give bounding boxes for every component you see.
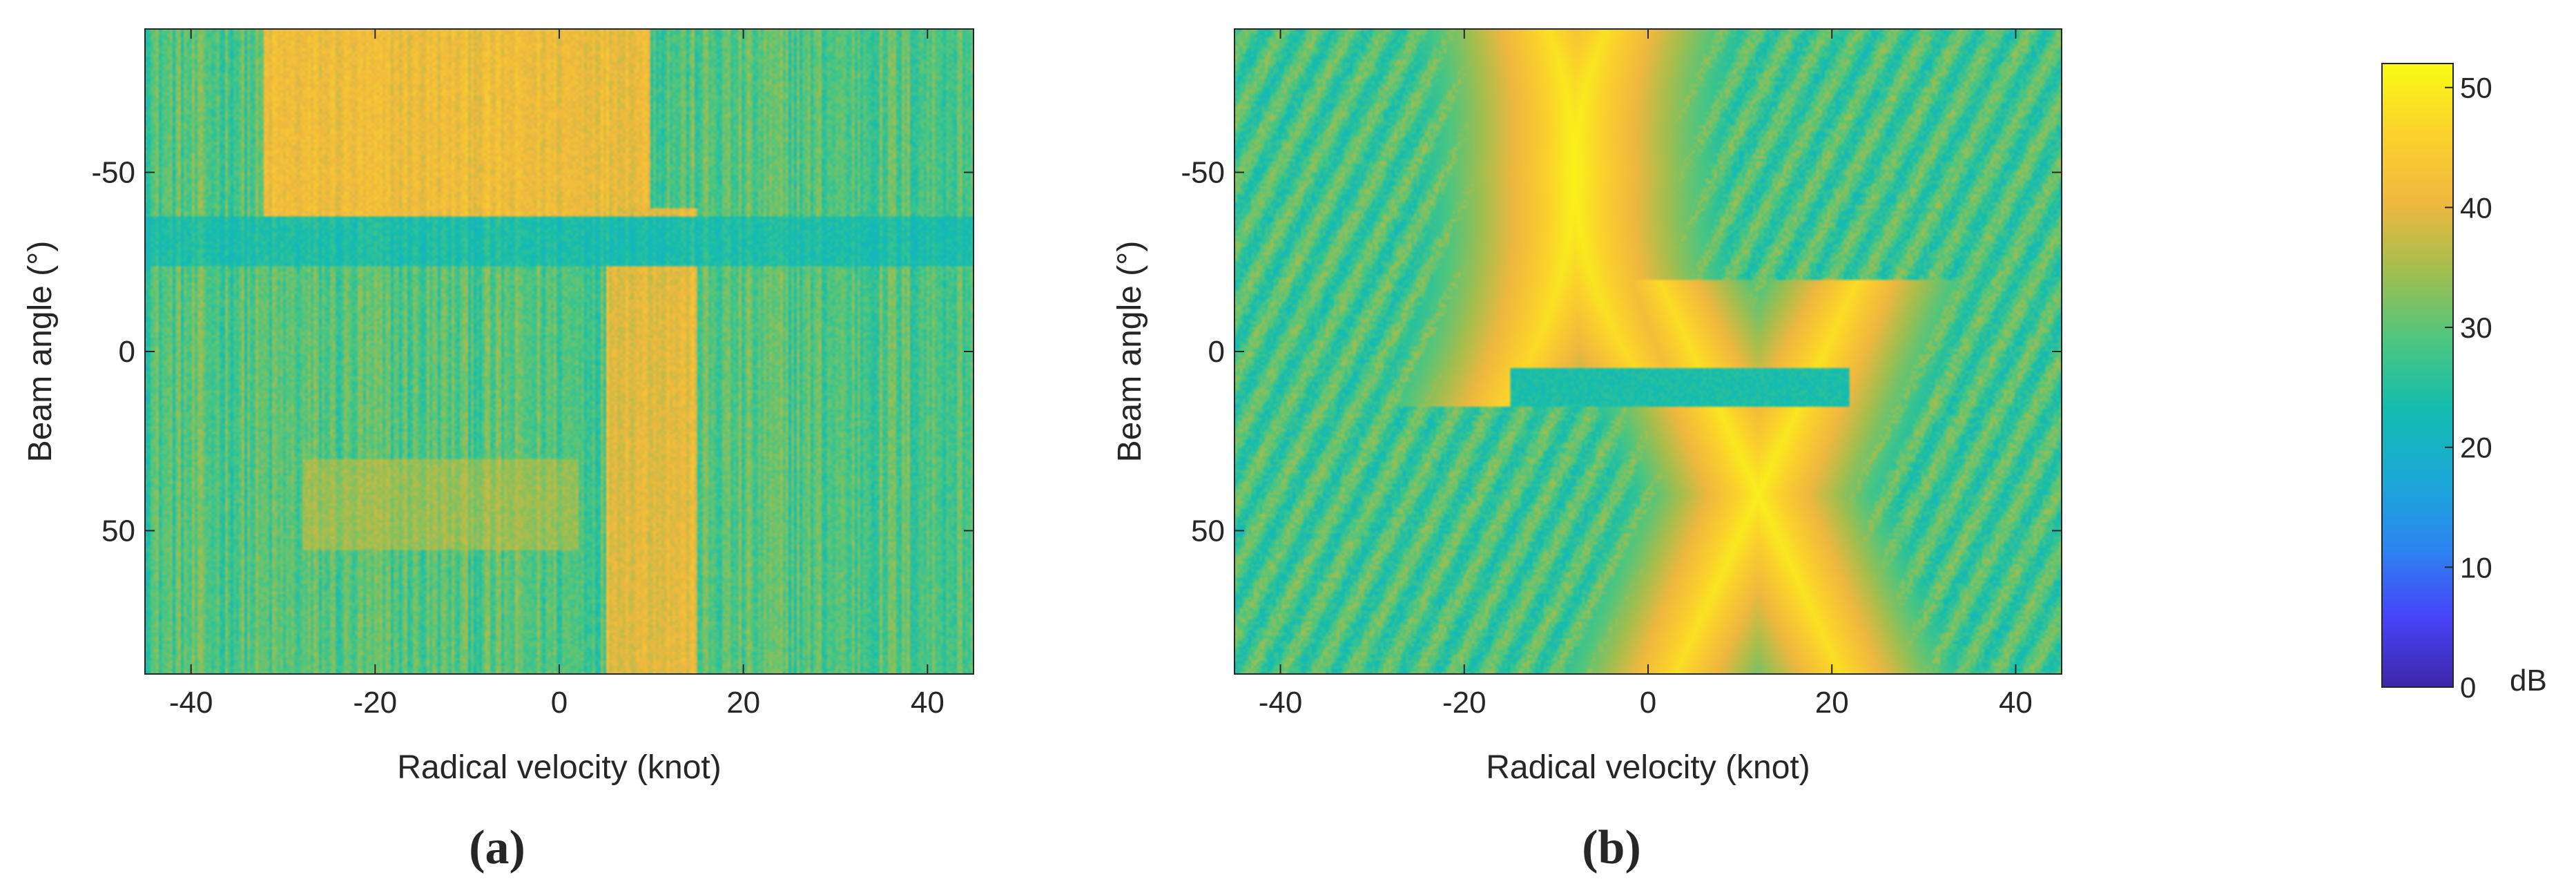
- colorbar-gradient: [2382, 64, 2453, 687]
- y-tick-label: 50: [1191, 514, 1225, 548]
- y-tick-label: 0: [1208, 335, 1225, 369]
- colorbar-unit-label: dB: [2510, 664, 2547, 697]
- axis-ticks-a: -40 -20 0 20 40 -50 0 50: [91, 29, 974, 720]
- x-axis-label-b: Radical velocity (knot): [1486, 749, 1810, 786]
- x-tick-label: -20: [354, 686, 398, 720]
- colorbar-tick-label: 20: [2460, 432, 2492, 464]
- heatmap-a: [145, 29, 974, 674]
- y-tick-label: -50: [91, 156, 135, 190]
- colorbar-tick-label: 0: [2460, 671, 2476, 704]
- x-tick-label: 40: [1999, 686, 2033, 720]
- colorbar: 0 10 20 30 40 50 dB: [2381, 63, 2547, 704]
- colorbar-tick-label: 10: [2460, 551, 2492, 584]
- panel-a: -40 -20 0 20 40 -50 0 50 Radical velocity (knot…: [22, 28, 974, 874]
- colorbar-tick-label: 30: [2460, 311, 2492, 344]
- x-tick-label: -20: [1442, 686, 1486, 720]
- x-tick-label: 20: [1815, 686, 1849, 720]
- x-tick-label: 40: [911, 686, 945, 720]
- heatmap-b: [1234, 29, 2062, 674]
- x-tick-label: 0: [1640, 686, 1656, 720]
- x-tick-label: 20: [726, 686, 760, 720]
- colorbar-tick-label: 40: [2460, 191, 2492, 224]
- colorbar-frame: [2381, 63, 2454, 688]
- colorbar-tick-label: 50: [2460, 72, 2492, 104]
- y-tick-label: 50: [101, 514, 135, 548]
- panel-label-b: (b): [1582, 821, 1641, 874]
- x-tick-label: -40: [1259, 686, 1303, 720]
- panel-b: -40 -20 0 20 40 -50 0 50 Radical velocity (knot…: [1112, 28, 2062, 874]
- y-axis-label-b: Beam angle (°): [1112, 241, 1148, 463]
- x-axis-label-a: Radical velocity (knot): [397, 749, 722, 786]
- axis-ticks-b: -40 -20 0 20 40 -50 0 50: [1181, 29, 2062, 720]
- panel-label-a: (a): [469, 821, 525, 874]
- y-tick-label: -50: [1181, 156, 1225, 190]
- x-tick-label: -40: [169, 686, 213, 720]
- y-axis-label-a: Beam angle (°): [22, 241, 59, 463]
- y-tick-label: 0: [119, 335, 135, 369]
- colorbar-ticks: 0 10 20 30 40 50: [2445, 72, 2492, 704]
- x-tick-label: 0: [551, 686, 568, 720]
